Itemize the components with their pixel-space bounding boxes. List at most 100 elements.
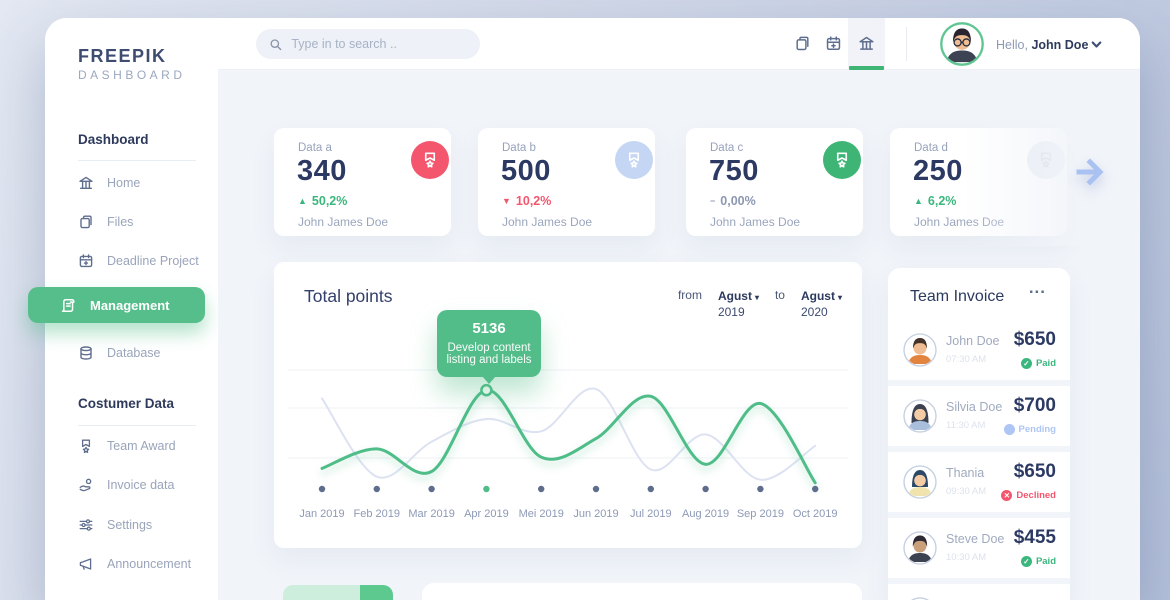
files-icon — [80, 215, 92, 229]
svg-text:Feb 2019: Feb 2019 — [354, 508, 400, 520]
medal-icon — [81, 439, 91, 454]
stat-delta: ▲ 50,2% — [298, 194, 347, 208]
to-month-select[interactable]: Agust ▾ 2020 — [801, 288, 842, 320]
delta-value: 0,00% — [720, 194, 756, 208]
award-badge — [823, 141, 861, 179]
active-tab-underline — [849, 66, 884, 70]
stat-card-data-b[interactable]: Data b 500 ▼ 10,2% John James Doe — [478, 128, 655, 236]
status-badge: Pending — [1003, 424, 1056, 435]
stat-card-data-a[interactable]: Data a 340 ▲ 50,2% John James Doe — [274, 128, 451, 236]
bank-icon — [79, 176, 93, 189]
user-greeting: Hello, John Doe — [996, 38, 1088, 52]
member-name: Steve Doe — [946, 532, 1005, 546]
status-badge: ✓ Paid — [1020, 358, 1056, 369]
sidebar-item-announcement[interactable]: Announcement — [78, 554, 191, 574]
stat-label: Data b — [502, 142, 536, 154]
divider — [888, 512, 1070, 518]
home-shortcut-button[interactable] — [858, 35, 875, 57]
invoice-time: 11:30 AM — [946, 420, 986, 431]
divider — [888, 380, 1070, 386]
svg-text:Apr 2019: Apr 2019 — [464, 508, 509, 520]
status-paid-icon: ✓ — [1020, 358, 1032, 369]
from-label: from — [677, 288, 702, 302]
sidebar-item-team-award[interactable]: Team Award — [78, 436, 176, 456]
award-badge — [411, 141, 449, 179]
invoice-amount: $455 — [1013, 527, 1056, 548]
calendar-shortcut-button[interactable] — [825, 35, 842, 57]
bottom-card-tab[interactable] — [283, 585, 393, 600]
sidebar-item-management[interactable]: Management — [28, 287, 205, 323]
search-icon — [270, 38, 282, 50]
invoice-menu-button[interactable]: ... — [1028, 278, 1046, 297]
divider — [888, 578, 1070, 584]
sidebar-item-settings[interactable]: Settings — [78, 515, 152, 535]
user-menu-button[interactable] — [1090, 38, 1103, 56]
sidebar-item-label: Deadline Project — [107, 254, 199, 268]
sidebar-item-files[interactable]: Files — [78, 212, 133, 232]
sidebar-item-label: Team Award — [107, 439, 176, 453]
sidebar: FREEPIK DASHBOARD Dashboard Home Files D… — [28, 18, 218, 600]
stat-owner: John James Doe — [298, 215, 389, 229]
stat-card-data-d[interactable]: Data d 250 ▲ 6,2% John James Doe — [890, 128, 1067, 236]
sidebar-item-database[interactable]: Team Award Database — [78, 343, 161, 363]
from-month-value: Agust — [717, 289, 752, 303]
bottom-card-partial — [422, 583, 862, 600]
files-shortcut-button[interactable] — [794, 35, 811, 57]
svg-text:Jun 2019: Jun 2019 — [573, 508, 618, 520]
trend-up-icon: ▲ — [298, 196, 307, 206]
stat-value: 340 — [297, 155, 347, 187]
caret-down-icon: ▾ — [837, 293, 842, 302]
status-text: Paid — [1035, 556, 1056, 567]
member-name: Thania — [946, 466, 985, 480]
status-text: Paid — [1035, 358, 1056, 369]
invoice-row[interactable]: John Doe 07:30 AM $650 ✓ Paid — [888, 320, 1070, 380]
stat-value: 250 — [913, 155, 963, 187]
status-paid-icon: ✓ — [1020, 556, 1032, 567]
sidebar-item-home[interactable]: Home — [78, 173, 140, 193]
search-bar[interactable] — [256, 29, 480, 59]
invoice-amount: $650 — [1013, 329, 1056, 350]
logo-title: FREEPIK — [78, 46, 167, 66]
invoice-row[interactable]: Steve Doe 10:30 AM $455 ✓ Paid — [888, 518, 1070, 578]
sidebar-item-label: Database — [107, 346, 161, 360]
chevron-down-icon — [1091, 41, 1102, 48]
sidebar-item-label: Management — [90, 297, 170, 313]
sliders-icon — [79, 519, 93, 531]
scroll-icon — [61, 298, 75, 312]
status-badge: ✕ Declined — [1001, 490, 1056, 501]
divider — [888, 446, 1070, 452]
invoice-row[interactable]: Silvia Doe 11:30 AM $700 Pending — [888, 386, 1070, 446]
invoice-title: Team Invoice — [910, 288, 1005, 305]
sidebar-item-label: Settings — [107, 518, 153, 532]
stat-delta: ▼ 10,2% — [502, 194, 551, 208]
user-avatar[interactable] — [940, 22, 984, 71]
member-avatar — [903, 465, 937, 499]
cards-next-arrow-button[interactable] — [1076, 158, 1106, 191]
medal-icon — [424, 152, 436, 168]
tab-segment-light — [283, 585, 360, 600]
stat-label: Data d — [914, 142, 948, 154]
sidebar-item-invoice-data[interactable]: Invoice data — [78, 475, 174, 495]
sidebar-item-label: Invoice data — [107, 478, 175, 492]
stat-card-data-c[interactable]: Data c 750 −0,00% John James Doe — [686, 128, 863, 236]
to-year-value: 2020 — [800, 305, 828, 320]
svg-text:Mar 2019: Mar 2019 — [408, 508, 454, 520]
invoice-time: 10:30 AM — [946, 552, 987, 563]
trend-down-icon: ▼ — [502, 196, 511, 206]
member-avatar — [903, 333, 937, 367]
stat-delta: ▲ 6,2% — [914, 194, 956, 208]
search-input[interactable] — [291, 37, 467, 51]
tab-segment-dark — [360, 585, 393, 600]
from-month-select[interactable]: Agust ▾ 2019 — [718, 288, 759, 320]
trend-up-icon: ▲ — [914, 196, 923, 206]
stat-value: 500 — [501, 155, 551, 187]
sidebar-item-deadline-project[interactable]: Deadline Project — [78, 251, 199, 271]
total-points-card: Total points from Agust ▾ 2019 to Agust ▾ … — [274, 262, 862, 548]
to-label: to — [774, 288, 785, 302]
stat-value: 750 — [709, 155, 759, 187]
status-pending-icon — [1003, 424, 1015, 435]
award-badge — [1027, 141, 1065, 179]
invoice-row[interactable]: Thania 09:30 AM $650 ✕ Declined — [888, 452, 1070, 512]
status-text: Pending — [1018, 424, 1056, 435]
app-window: FREEPIK DASHBOARD Dashboard Home Files D… — [28, 18, 1140, 600]
